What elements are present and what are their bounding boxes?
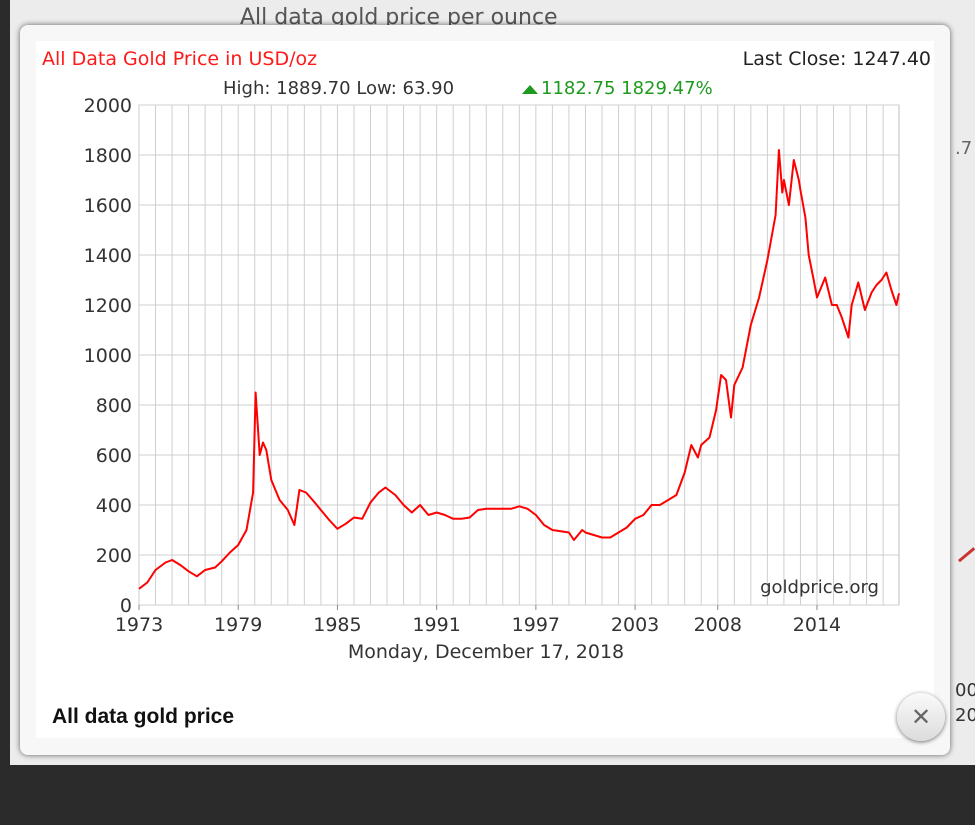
background-fragment-bottom-1: 00 [955,680,975,701]
y-tick-label: 2000 [84,95,132,117]
close-icon: ✕ [910,703,932,731]
y-tick-label: 1800 [84,145,132,167]
x-tick-label: 1973 [115,614,163,636]
y-axis-ticks: 0 200 400 600 800 1000 1200 1400 1600 1800 2000 [84,95,132,617]
close-button[interactable]: ✕ [897,693,945,741]
change-value: 1182.75 1829.47% [541,78,713,99]
background-fragment: .7 [955,138,973,159]
high-low: High: 1889.70 Low: 63.90 [223,78,454,99]
y-tick-label: 1200 [84,295,132,317]
x-tick-label: 2003 [611,614,659,636]
y-tick-label: 600 [96,445,132,467]
last-close: Last Close: 1247.40 [743,48,931,70]
x-tick-label: 1997 [512,614,560,636]
watermark: goldprice.org [760,577,879,598]
x-tick-label: 1991 [412,614,460,636]
chart-title: All Data Gold Price in USD/oz [42,48,317,70]
x-tick-label: 2008 [694,614,742,636]
lightbox-dialog: 0 200 400 600 800 1000 1200 1400 1600 1800 2000 19… [20,25,950,755]
y-tick-label: 200 [96,545,132,567]
background-fragment-bottom-2: 20 [955,705,975,726]
x-tick-label: 2014 [793,614,841,636]
x-axis-ticks: 1973 1979 1985 1991 1997 2003 2008 2014 [115,605,841,636]
y-tick-label: 0 [120,595,132,617]
caption: All data gold price [52,705,235,728]
x-tick-label: 1985 [313,614,361,636]
y-tick-label: 400 [96,495,132,517]
gold-price-chart: 0 200 400 600 800 1000 1200 1400 1600 1800 2000 19… [42,48,931,663]
y-tick-label: 1600 [84,195,132,217]
series-line [138,149,900,590]
y-tick-label: 1000 [84,345,132,367]
y-tick-label: 800 [96,395,132,417]
date-label: Monday, December 17, 2018 [348,641,624,663]
lightbox-content: 0 200 400 600 800 1000 1200 1400 1600 1800 2000 19… [36,41,945,741]
grid [138,104,900,606]
background-chart-line [958,547,975,586]
triangle-up-icon [522,85,538,94]
x-tick-label: 1979 [214,614,262,636]
y-tick-label: 1400 [84,245,132,267]
